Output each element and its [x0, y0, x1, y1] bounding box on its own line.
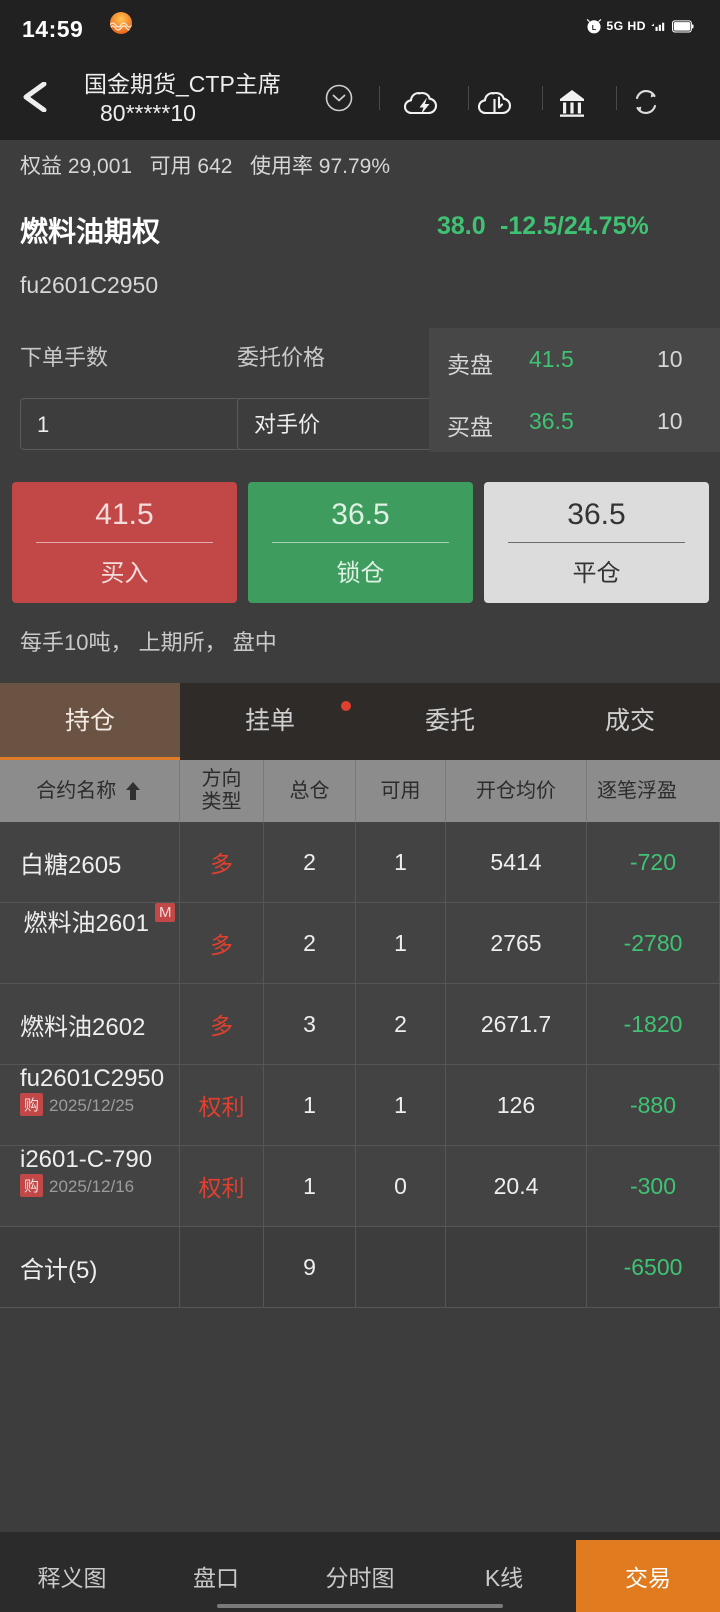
svg-text:L: L	[591, 23, 596, 32]
